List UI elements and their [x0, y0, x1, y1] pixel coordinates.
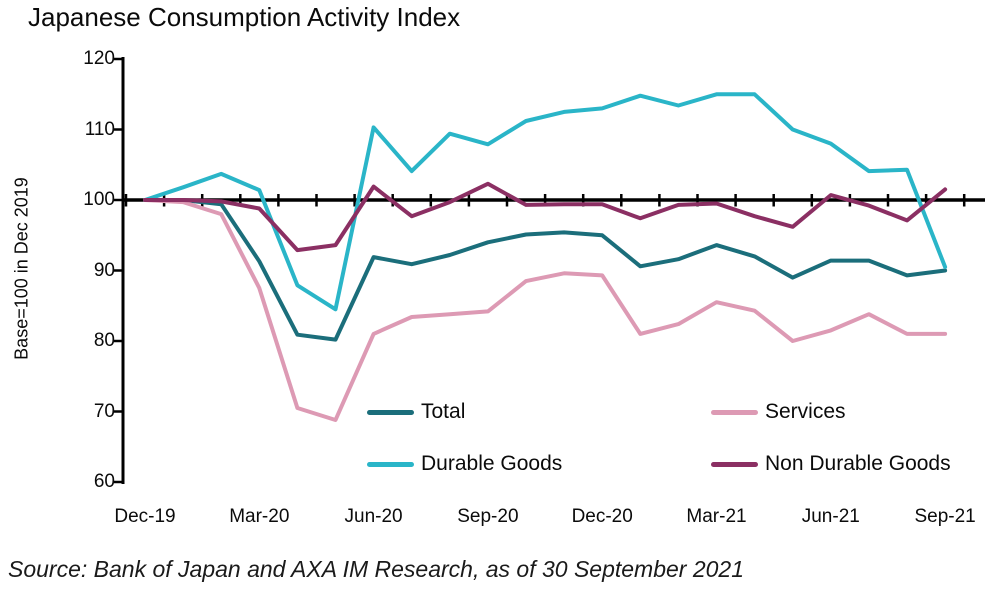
services-line-swatch: [711, 409, 758, 415]
x-tick-label: Dec-19: [114, 506, 176, 527]
series-line-total: [143, 198, 948, 342]
y-tick-label: 90: [93, 259, 115, 281]
series-line-durable-goods: [143, 92, 948, 312]
durable-goods-line-swatch: [367, 461, 414, 467]
legend-label-non-durable-goods: Non Durable Goods: [765, 452, 951, 475]
legend-item-services: Services: [711, 400, 846, 424]
y-tick-label: 120: [83, 48, 115, 69]
x-tick-label: Jun-21: [801, 506, 860, 527]
legend-item-durable-goods: Durable Goods: [367, 452, 562, 476]
x-tick-label: Sep-20: [457, 506, 519, 527]
total-line-swatch: [367, 409, 414, 415]
y-tick-label: 80: [93, 330, 115, 351]
y-tick-label: 70: [93, 400, 115, 422]
legend-label-durable-goods: Durable Goods: [421, 452, 563, 475]
y-tick-label: 60: [93, 471, 115, 492]
x-tick-label: Sep-21: [914, 506, 976, 527]
series-line-non-durable-goods: [143, 181, 948, 253]
y-tick-label: 100: [83, 189, 115, 210]
y-tick-label: 110: [84, 118, 115, 140]
source-note: Source: Bank of Japan and AXA IM Researc…: [8, 556, 745, 582]
x-tick-label: Dec-20: [571, 506, 633, 527]
legend-label-services: Services: [765, 400, 846, 423]
chart-title: Japanese Consumption Activity Index: [28, 2, 461, 32]
legend-label-total: Total: [421, 400, 466, 423]
series-line-services: [143, 198, 948, 422]
x-tick-label: Jun-20: [344, 506, 403, 527]
legend-item-non-durable-goods: Non Durable Goods: [711, 452, 951, 476]
x-tick-label: Mar-21: [686, 506, 747, 527]
legend-item-total: Total: [367, 400, 465, 424]
non-durable-goods-line-swatch: [711, 461, 758, 467]
x-tick-label: Mar-20: [229, 506, 290, 527]
